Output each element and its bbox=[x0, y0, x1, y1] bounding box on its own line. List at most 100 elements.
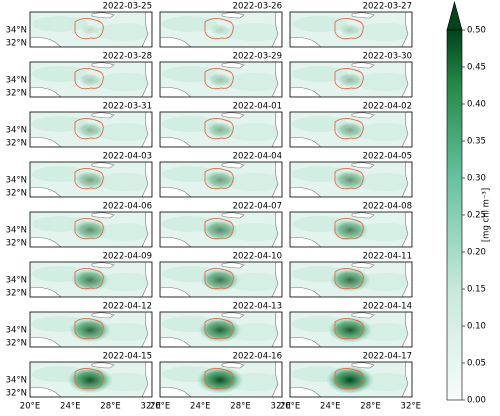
bloom bbox=[326, 366, 374, 394]
panel-frame bbox=[29, 211, 153, 248]
land bbox=[271, 162, 282, 197]
bloom-contour bbox=[334, 67, 364, 90]
texture bbox=[355, 23, 412, 41]
lon-label: 20°E bbox=[280, 402, 300, 412]
land bbox=[271, 362, 282, 397]
texture bbox=[32, 166, 88, 182]
panel-date: 2022-04-06 bbox=[103, 202, 152, 212]
land bbox=[160, 237, 192, 247]
land bbox=[30, 337, 62, 347]
panel-date: 2022-03-30 bbox=[363, 52, 412, 62]
lat-label: 34°N bbox=[6, 76, 27, 86]
map-panel bbox=[160, 62, 282, 97]
texture bbox=[225, 223, 282, 241]
texture bbox=[292, 16, 348, 32]
panel-frame bbox=[29, 161, 153, 198]
map-panel bbox=[30, 162, 152, 197]
land bbox=[351, 112, 375, 119]
colorbar-tick-label: 0.45 bbox=[467, 63, 486, 73]
land bbox=[160, 387, 192, 397]
panel-date: 2022-04-08 bbox=[363, 202, 412, 212]
bloom-contour bbox=[334, 117, 364, 140]
land bbox=[30, 37, 62, 47]
panel-frame bbox=[289, 61, 413, 98]
map-panel bbox=[30, 262, 152, 297]
lat-label: 32°N bbox=[6, 89, 27, 99]
texture bbox=[292, 66, 348, 82]
land bbox=[290, 137, 322, 147]
lon-label: 32°E bbox=[401, 402, 421, 412]
bloom bbox=[78, 72, 102, 88]
bloom-contour bbox=[204, 317, 234, 340]
land bbox=[401, 362, 412, 397]
land bbox=[141, 162, 152, 197]
colorbar-fill bbox=[446, 29, 463, 401]
lon-label: 24°E bbox=[60, 402, 80, 412]
texture bbox=[95, 123, 152, 141]
bloom bbox=[70, 268, 110, 292]
land bbox=[221, 112, 245, 119]
land bbox=[401, 12, 412, 47]
land bbox=[221, 262, 245, 269]
land bbox=[30, 87, 62, 97]
map-panel bbox=[290, 162, 412, 197]
panel-date: 2022-04-10 bbox=[233, 252, 282, 262]
map-panel bbox=[160, 162, 282, 197]
bloom bbox=[72, 219, 108, 241]
land bbox=[30, 137, 62, 147]
panel-date: 2022-03-27 bbox=[363, 2, 412, 12]
map-panel bbox=[290, 112, 412, 147]
panel-frame bbox=[29, 11, 153, 48]
lon-label: 20°E bbox=[150, 402, 170, 412]
lat-label: 32°N bbox=[6, 39, 27, 49]
bloom bbox=[333, 170, 367, 190]
bloom-contour bbox=[74, 17, 104, 40]
land bbox=[30, 287, 62, 297]
map-panel bbox=[160, 112, 282, 147]
land bbox=[91, 12, 115, 19]
lat-label: 32°N bbox=[6, 289, 27, 299]
land bbox=[91, 112, 115, 119]
panel-date: 2022-04-07 bbox=[233, 202, 282, 212]
panel-frame bbox=[159, 211, 283, 248]
panel-frame bbox=[159, 61, 283, 98]
map-panel bbox=[160, 212, 282, 247]
lat-label: 34°N bbox=[6, 26, 27, 36]
land bbox=[91, 362, 115, 369]
land bbox=[290, 337, 322, 347]
land bbox=[290, 37, 322, 47]
bloom-contour bbox=[74, 267, 104, 290]
land bbox=[160, 287, 192, 297]
texture bbox=[292, 116, 348, 132]
bloom-contour bbox=[74, 67, 104, 90]
panel-frame bbox=[289, 161, 413, 198]
lon-label: 32°E bbox=[271, 402, 291, 412]
map-panel bbox=[290, 362, 412, 397]
texture bbox=[355, 223, 412, 241]
land bbox=[221, 162, 245, 169]
panel-date: 2022-04-12 bbox=[103, 302, 152, 312]
panel-date: 2022-03-29 bbox=[233, 52, 282, 62]
panel-date: 2022-04-01 bbox=[233, 102, 282, 112]
texture bbox=[355, 123, 412, 141]
land bbox=[221, 362, 245, 369]
panel-frame bbox=[289, 111, 413, 148]
land bbox=[401, 162, 412, 197]
texture bbox=[162, 66, 218, 82]
bloom bbox=[209, 23, 231, 37]
colorbar-label: [mg chl m⁻³] bbox=[482, 188, 492, 242]
panel-frame bbox=[159, 161, 283, 198]
map-panel bbox=[290, 262, 412, 297]
panel-frame bbox=[289, 261, 413, 298]
texture bbox=[162, 116, 218, 132]
land bbox=[30, 387, 62, 397]
texture bbox=[32, 16, 88, 32]
map-panel bbox=[30, 312, 152, 347]
land bbox=[91, 162, 115, 169]
panel-date: 2022-04-04 bbox=[233, 152, 282, 162]
bloom-contour bbox=[204, 17, 234, 40]
land bbox=[351, 162, 375, 169]
panel-frame bbox=[29, 311, 153, 348]
bloom bbox=[80, 24, 100, 36]
